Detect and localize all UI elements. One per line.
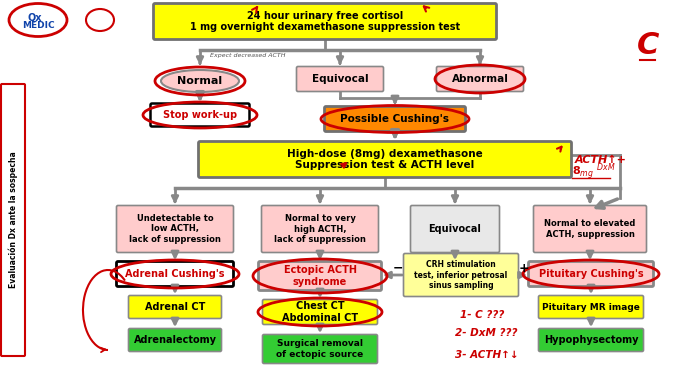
FancyBboxPatch shape [261, 205, 379, 252]
Ellipse shape [9, 3, 67, 37]
FancyBboxPatch shape [259, 261, 381, 291]
Text: Possible Cushing's: Possible Cushing's [340, 114, 449, 124]
FancyBboxPatch shape [154, 3, 497, 39]
FancyBboxPatch shape [198, 142, 571, 178]
FancyBboxPatch shape [403, 254, 519, 296]
FancyBboxPatch shape [263, 335, 377, 364]
Text: Equivocal: Equivocal [311, 74, 368, 84]
FancyBboxPatch shape [324, 107, 466, 132]
Text: Normal to very
high ACTH,
lack of suppression: Normal to very high ACTH, lack of suppre… [274, 214, 366, 244]
Text: CRH stimulation
test, inferior petrosal
sinus sampling: CRH stimulation test, inferior petrosal … [414, 260, 508, 290]
Text: 8$_{mg}$ $^{DxM}$: 8$_{mg}$ $^{DxM}$ [572, 161, 616, 183]
FancyBboxPatch shape [436, 66, 523, 91]
FancyBboxPatch shape [528, 261, 654, 286]
Text: Ectopic ACTH
syndrome: Ectopic ACTH syndrome [283, 265, 357, 287]
Text: Adrenal Cushing's: Adrenal Cushing's [126, 269, 225, 279]
Text: Pituitary MR image: Pituitary MR image [542, 303, 640, 312]
Text: Evaluación Dx ante la sospecha: Evaluación Dx ante la sospecha [8, 152, 18, 288]
Text: Normal: Normal [178, 76, 222, 86]
Text: Abnormal: Abnormal [451, 74, 508, 84]
FancyBboxPatch shape [263, 300, 377, 325]
Text: 3- ACTH↑↓: 3- ACTH↑↓ [455, 350, 519, 360]
FancyBboxPatch shape [534, 205, 646, 252]
Text: Undetectable to
low ACTH,
lack of suppression: Undetectable to low ACTH, lack of suppre… [129, 214, 221, 244]
Text: Stop work-up: Stop work-up [163, 110, 237, 120]
Text: Adrenal CT: Adrenal CT [145, 302, 205, 312]
Text: Pituitary Cushing's: Pituitary Cushing's [539, 269, 643, 279]
Text: Chest CT
Abdominal CT: Chest CT Abdominal CT [282, 301, 358, 323]
FancyBboxPatch shape [1, 84, 25, 356]
Text: −: − [393, 261, 403, 274]
Text: Hypophysectomy: Hypophysectomy [544, 335, 638, 345]
Text: ACTH↑+: ACTH↑+ [575, 155, 627, 165]
FancyBboxPatch shape [410, 205, 499, 252]
Text: Expect decreased ACTH: Expect decreased ACTH [210, 54, 286, 59]
Ellipse shape [161, 70, 239, 92]
Text: +: + [519, 261, 530, 274]
Text: C: C [637, 30, 659, 59]
FancyBboxPatch shape [117, 261, 233, 286]
FancyBboxPatch shape [539, 328, 643, 352]
Text: 24 hour urinary free cortisol
1 mg overnight dexamethasone suppression test: 24 hour urinary free cortisol 1 mg overn… [190, 11, 460, 32]
FancyBboxPatch shape [128, 296, 222, 318]
Text: Qx: Qx [27, 13, 43, 23]
Text: Normal to elevated
ACTH, suppression: Normal to elevated ACTH, suppression [544, 219, 636, 239]
Text: High-dose (8mg) dexamethasone
Suppression test & ACTH level: High-dose (8mg) dexamethasone Suppressio… [287, 149, 483, 170]
Text: MEDIC: MEDIC [22, 22, 54, 30]
FancyBboxPatch shape [296, 66, 383, 91]
FancyBboxPatch shape [117, 205, 233, 252]
FancyBboxPatch shape [539, 296, 643, 318]
Text: Equivocal: Equivocal [429, 224, 482, 234]
FancyBboxPatch shape [150, 103, 250, 127]
Text: Adrenalectomy: Adrenalectomy [134, 335, 217, 345]
Text: Surgical removal
of ectopic source: Surgical removal of ectopic source [276, 339, 364, 359]
FancyBboxPatch shape [128, 328, 222, 352]
Text: 1- C ???: 1- C ??? [460, 310, 504, 320]
Text: 2- DxM ???: 2- DxM ??? [455, 328, 517, 338]
